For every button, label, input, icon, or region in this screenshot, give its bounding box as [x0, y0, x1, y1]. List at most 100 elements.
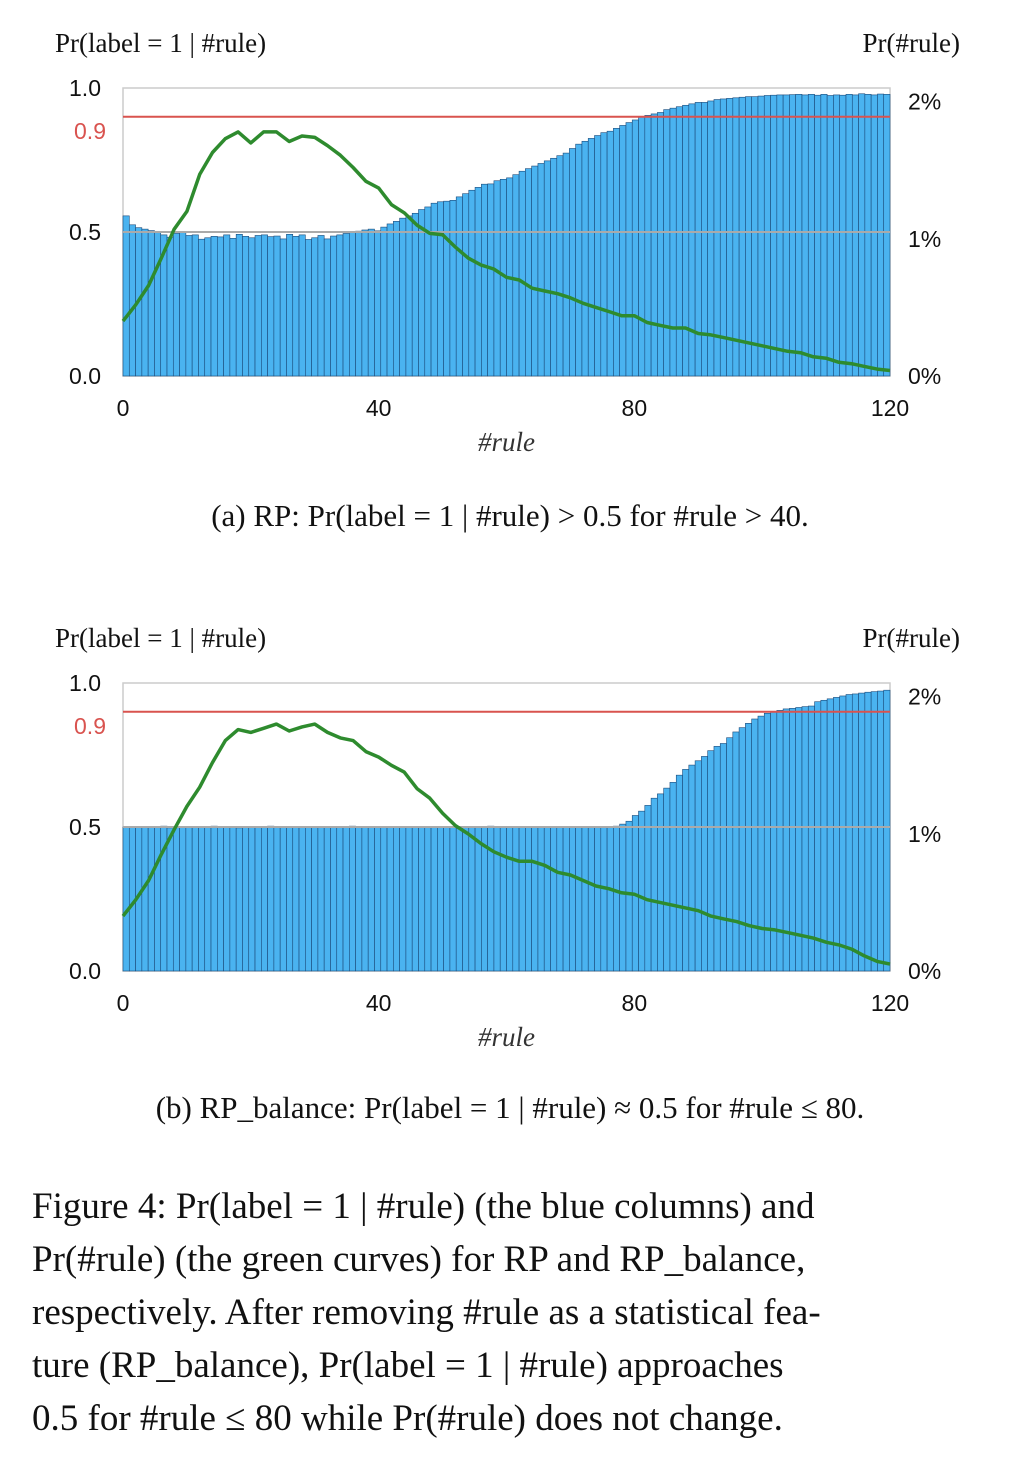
bar: [556, 827, 564, 972]
bar: [814, 701, 822, 972]
bar: [141, 826, 149, 972]
x-axis-label: #rule: [478, 427, 535, 457]
bar: [405, 215, 413, 377]
bar: [330, 235, 338, 377]
bar: [330, 826, 338, 972]
y-left-tick-label: 1.0: [69, 75, 101, 101]
bar: [525, 168, 532, 377]
bar: [405, 826, 413, 972]
figure-caption-line: 0.5 for #rule ≤ 80 while Pr(#rule) does …: [32, 1398, 783, 1439]
bar: [575, 143, 583, 377]
bar: [443, 826, 451, 972]
bar: [380, 226, 388, 377]
bar: [367, 826, 375, 972]
bar: [374, 230, 382, 377]
bar: [776, 94, 784, 377]
bar: [254, 826, 262, 972]
bar: [594, 135, 602, 377]
bar: [204, 237, 212, 377]
bar: [562, 152, 570, 377]
bar: [594, 827, 602, 972]
chart-panel-b: Pr(label = 1 | #rule) Pr(#rule) 0.0 0.5 1.…: [0, 595, 1020, 1155]
bar: [625, 820, 633, 972]
bar: [443, 200, 451, 377]
y-left-ref-tick-label: 0.9: [74, 713, 106, 739]
bar: [625, 122, 633, 377]
bar: [399, 826, 407, 972]
bar: [537, 826, 545, 972]
bar: [820, 94, 828, 377]
x-tick-label: 80: [622, 395, 648, 421]
bar: [286, 234, 294, 377]
bar: [374, 826, 382, 972]
left-axis-label: Pr(label = 1 | #rule): [55, 28, 267, 58]
bar: [317, 826, 325, 972]
bar: [550, 826, 558, 972]
bar: [606, 130, 614, 377]
bar: [172, 233, 180, 377]
bar: [569, 148, 576, 377]
bar: [380, 826, 388, 972]
bar: [782, 94, 790, 377]
bar: [481, 183, 488, 377]
bar: [650, 797, 658, 972]
bar: [166, 236, 174, 377]
bar: [191, 826, 199, 972]
bar: [393, 827, 400, 972]
bar: [726, 98, 734, 377]
bar: [418, 826, 426, 972]
bar: [638, 810, 646, 972]
bar: [757, 95, 765, 377]
bar: [242, 826, 250, 972]
bar: [361, 826, 369, 972]
bar: [851, 693, 859, 972]
bar: [361, 229, 369, 377]
bar: [644, 115, 652, 377]
bar: [430, 202, 438, 377]
bar: [795, 707, 803, 972]
bar: [883, 689, 891, 972]
bar: [732, 731, 740, 972]
bar: [851, 94, 859, 377]
bar: [518, 170, 526, 377]
bar: [323, 826, 331, 972]
bar: [198, 827, 206, 972]
bar: [562, 826, 570, 972]
bar: [128, 224, 136, 377]
bar: [455, 826, 463, 972]
bar: [870, 94, 878, 377]
bar: [493, 826, 501, 972]
bar: [191, 234, 199, 377]
bar: [663, 109, 671, 377]
bar: [575, 826, 583, 972]
bar: [833, 697, 841, 972]
bar: [323, 238, 331, 377]
bar: [644, 805, 652, 972]
bar: [713, 746, 721, 972]
bar: [801, 706, 809, 972]
bar: [273, 827, 281, 972]
bar: [154, 231, 162, 377]
bar: [732, 97, 740, 377]
bar: [166, 827, 174, 972]
bar: [877, 93, 885, 377]
bar: [650, 113, 658, 377]
bar: [349, 825, 356, 972]
bar: [311, 237, 319, 377]
bar: [531, 165, 539, 377]
bar: [474, 187, 482, 377]
bar: [141, 228, 149, 377]
bar: [154, 826, 162, 972]
bar: [688, 764, 696, 972]
bar: [147, 230, 155, 377]
bar: [807, 705, 815, 972]
bar: [613, 825, 620, 972]
bar: [223, 234, 231, 377]
bar: [248, 237, 256, 377]
bar: [745, 96, 752, 377]
bar: [229, 826, 237, 972]
subfigure-caption-a: (a) RP: Pr(label = 1 | #rule) > 0.5 for …: [211, 498, 809, 533]
bar: [619, 125, 627, 377]
x-axis-label: #rule: [478, 1022, 535, 1052]
chart-panel-a: Pr(label = 1 | #rule) Pr(#rule) 0.0 0.5 1.…: [0, 0, 1020, 560]
